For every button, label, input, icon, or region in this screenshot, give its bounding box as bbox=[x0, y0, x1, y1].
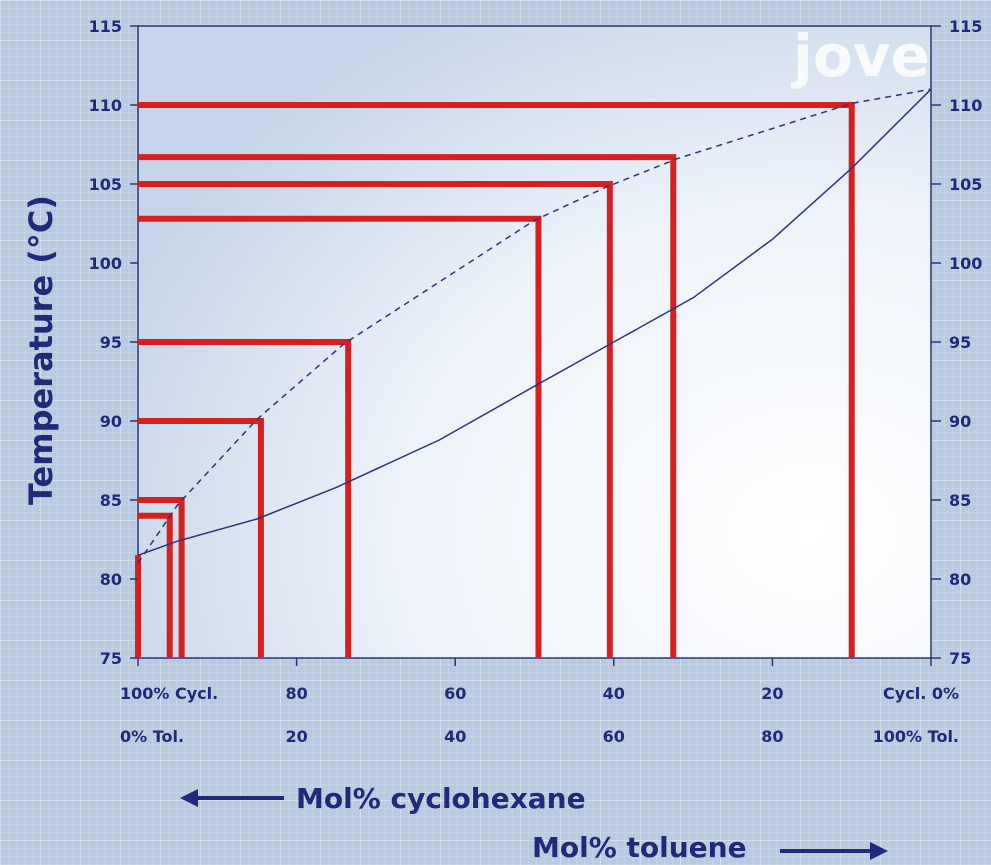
right-y-tick-label-80: 80 bbox=[949, 570, 971, 589]
right-y-tick-label-105: 105 bbox=[949, 175, 982, 194]
left-arrow-icon bbox=[180, 789, 198, 807]
x-tick-label-bottom-0: 0% Tol. bbox=[120, 727, 184, 746]
right-y-tick-label-110: 110 bbox=[949, 96, 982, 115]
y-tick-label-85: 85 bbox=[100, 491, 122, 510]
y-tick-label-115: 115 bbox=[89, 17, 122, 36]
right-y-tick-label-90: 90 bbox=[949, 412, 971, 431]
x-tick-label-bottom-2: 40 bbox=[444, 727, 466, 746]
y-axis-label: Temperature (°C) bbox=[22, 195, 60, 505]
y-tick-label-100: 100 bbox=[89, 254, 122, 273]
jove-logo: jove bbox=[791, 22, 930, 90]
y-tick-label-90: 90 bbox=[100, 412, 122, 431]
x-axis: 100% Cycl. 0% Tol. 80 20 60 40 40 60 20 80 Cycl. 0… bbox=[120, 658, 959, 746]
step-line-4 bbox=[138, 339, 352, 658]
x-tick-label-bottom-5: 100% Tol. bbox=[873, 727, 959, 746]
y-tick-label-105: 105 bbox=[89, 175, 122, 194]
y-tick-label-75: 75 bbox=[100, 649, 122, 668]
xlabel-toluene: Mol% toluene bbox=[532, 831, 747, 864]
step-line-7 bbox=[138, 154, 677, 658]
dashed-curve bbox=[137, 88, 932, 564]
x-tick-label-top-1: 80 bbox=[285, 684, 307, 703]
x-tick-label-top-3: 40 bbox=[603, 684, 625, 703]
step-line-8 bbox=[138, 102, 855, 658]
x-tick-label-top-2: 60 bbox=[444, 684, 466, 703]
right-y-tick-label-115: 115 bbox=[949, 17, 982, 36]
x-tick-label-top-0: 100% Cycl. bbox=[120, 684, 218, 703]
step-line-2 bbox=[138, 497, 185, 658]
right-y-tick-label-75: 75 bbox=[949, 649, 971, 668]
right-y-tick-label-95: 95 bbox=[949, 333, 971, 352]
xlabel-cyclohexane: Mol% cyclohexane bbox=[296, 782, 586, 815]
phase-curves bbox=[137, 88, 932, 564]
x-tick-label-bottom-1: 20 bbox=[285, 727, 307, 746]
x-tick-label-top-5: Cycl. 0% bbox=[883, 684, 959, 703]
x-tick-label-bottom-4: 80 bbox=[761, 727, 783, 746]
x-tick-label-bottom-3: 60 bbox=[603, 727, 625, 746]
x-tick-label-top-4: 20 bbox=[761, 684, 783, 703]
right-y-tick-label-100: 100 bbox=[949, 254, 982, 273]
step-line-3 bbox=[138, 418, 264, 658]
y-tick-label-110: 110 bbox=[89, 96, 122, 115]
left-y-axis: 75 80 85 90 95 100 105 110 115 bbox=[89, 17, 138, 668]
right-arrow-icon bbox=[870, 842, 888, 860]
y-tick-label-95: 95 bbox=[100, 333, 122, 352]
step-line-6 bbox=[138, 181, 613, 658]
y-tick-label-80: 80 bbox=[100, 570, 122, 589]
right-y-axis: 75 80 85 90 95 100 105 110 115 bbox=[931, 17, 982, 668]
right-y-tick-label-85: 85 bbox=[949, 491, 971, 510]
solid-curve bbox=[137, 88, 932, 557]
